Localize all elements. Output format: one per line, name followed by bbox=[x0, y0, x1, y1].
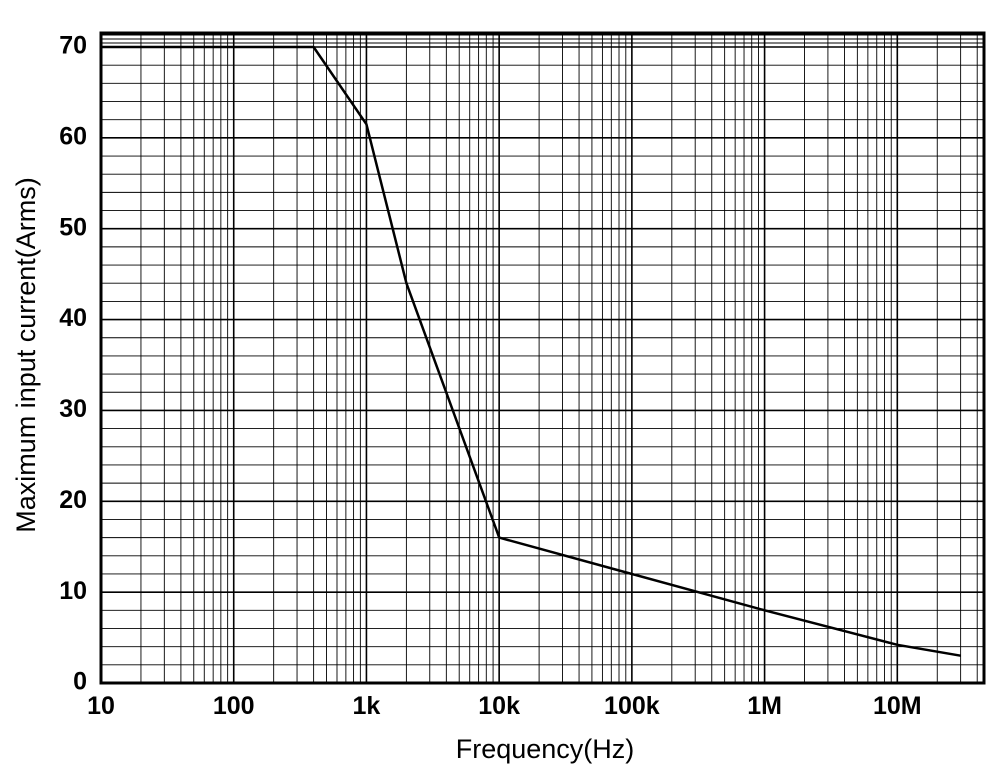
x-tick-label: 100 bbox=[213, 692, 255, 720]
y-tick-label: 20 bbox=[59, 486, 87, 514]
y-tick-label: 0 bbox=[73, 668, 87, 696]
plot-frame bbox=[99, 31, 986, 685]
y-tick-label: 60 bbox=[59, 122, 87, 150]
x-axis-ticks: 10 100 1k 10k 100k 1M 10M bbox=[87, 692, 922, 720]
series-line bbox=[101, 45, 961, 657]
y-tick-label: 70 bbox=[59, 32, 87, 60]
y-tick-label: 30 bbox=[59, 395, 87, 423]
x-tick-label: 100k bbox=[604, 692, 660, 720]
y-tick-label: 40 bbox=[59, 304, 87, 332]
y-axis-ticks: 0 10 20 30 40 50 60 70 bbox=[59, 32, 87, 696]
x-tick-label: 10M bbox=[873, 692, 922, 720]
y-tick-label: 50 bbox=[59, 213, 87, 241]
x-axis-label: Frequency(Hz) bbox=[456, 734, 635, 764]
x-tick-label: 10 bbox=[87, 692, 115, 720]
x-tick-label: 1M bbox=[747, 692, 782, 720]
x-tick-label: 1k bbox=[353, 692, 381, 720]
y-axis-label: Maximum input current(Arms) bbox=[11, 177, 41, 533]
chart-grid bbox=[100, 33, 984, 684]
y-tick-label: 10 bbox=[59, 577, 87, 605]
series-group bbox=[101, 45, 961, 657]
x-tick-label: 10k bbox=[478, 692, 520, 720]
